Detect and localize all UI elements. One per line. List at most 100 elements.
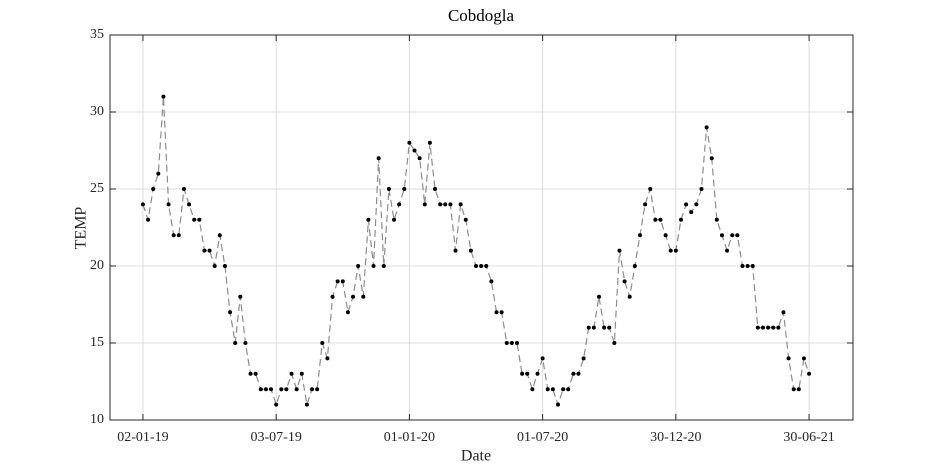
data-point bbox=[607, 325, 612, 330]
data-point bbox=[561, 387, 566, 392]
chart-title: Cobdogla bbox=[448, 6, 515, 25]
data-point bbox=[786, 356, 791, 361]
data-point bbox=[192, 217, 197, 222]
data-point bbox=[330, 294, 335, 299]
data-point bbox=[550, 387, 555, 392]
data-point bbox=[289, 371, 294, 376]
data-point bbox=[463, 217, 468, 222]
data-point bbox=[325, 356, 330, 361]
x-tick-label: 01-07-20 bbox=[517, 430, 568, 445]
data-point bbox=[238, 294, 243, 299]
data-point bbox=[678, 217, 683, 222]
data-point bbox=[801, 356, 806, 361]
data-point bbox=[381, 264, 386, 268]
data-point bbox=[402, 187, 407, 191]
data-point bbox=[530, 387, 535, 392]
data-point bbox=[796, 387, 801, 392]
data-point bbox=[233, 341, 238, 345]
data-point bbox=[515, 341, 520, 345]
data-point bbox=[755, 325, 760, 330]
data-point bbox=[166, 202, 171, 207]
data-point bbox=[484, 264, 489, 268]
data-point bbox=[335, 279, 340, 284]
y-tick-label: 15 bbox=[90, 335, 104, 350]
data-point bbox=[217, 233, 222, 238]
data-point bbox=[269, 387, 274, 392]
data-point bbox=[376, 156, 381, 161]
data-point bbox=[299, 371, 304, 376]
data-point bbox=[146, 217, 151, 222]
y-tick-label: 30 bbox=[90, 104, 104, 119]
data-point bbox=[535, 371, 540, 376]
data-point bbox=[566, 387, 571, 392]
x-axis-label: Date bbox=[461, 448, 491, 465]
data-point bbox=[156, 171, 161, 176]
data-point bbox=[197, 217, 202, 222]
plot-frame bbox=[109, 34, 854, 421]
data-point bbox=[807, 371, 812, 376]
data-point bbox=[315, 387, 320, 392]
y-axis-label: TEMP bbox=[73, 207, 90, 250]
data-point bbox=[776, 325, 781, 330]
data-point bbox=[228, 310, 233, 315]
data-point bbox=[540, 356, 545, 361]
data-point bbox=[222, 264, 227, 268]
data-point bbox=[545, 387, 550, 392]
data-point bbox=[407, 140, 412, 145]
data-point bbox=[427, 140, 432, 145]
data-point bbox=[202, 248, 207, 253]
data-point bbox=[760, 325, 765, 330]
data-point bbox=[648, 187, 653, 191]
data-point bbox=[417, 156, 422, 161]
data-point bbox=[181, 187, 186, 191]
data-point bbox=[653, 217, 658, 222]
data-point bbox=[448, 202, 453, 207]
data-point bbox=[520, 371, 525, 376]
data-point bbox=[361, 294, 366, 299]
data-point bbox=[397, 202, 402, 207]
data-point bbox=[433, 187, 438, 191]
data-point bbox=[740, 264, 745, 268]
data-point bbox=[494, 310, 499, 315]
data-point bbox=[151, 187, 156, 191]
data-point bbox=[392, 217, 397, 222]
data-point bbox=[351, 294, 356, 299]
data-point bbox=[555, 402, 560, 407]
data-point bbox=[714, 217, 719, 222]
y-tick-label: 25 bbox=[90, 181, 104, 196]
data-point bbox=[320, 341, 325, 345]
data-point bbox=[632, 264, 637, 268]
data-point bbox=[366, 217, 371, 222]
data-point bbox=[684, 202, 689, 207]
data-point bbox=[596, 294, 601, 299]
data-point bbox=[356, 264, 361, 268]
data-point bbox=[719, 233, 724, 238]
data-point bbox=[386, 187, 391, 191]
data-point bbox=[658, 217, 663, 222]
data-point bbox=[258, 387, 263, 392]
data-point bbox=[704, 125, 709, 130]
data-point bbox=[612, 341, 617, 345]
data-point bbox=[525, 371, 530, 376]
data-point bbox=[627, 294, 632, 299]
data-point bbox=[274, 402, 279, 407]
data-point bbox=[668, 248, 673, 253]
data-point bbox=[766, 325, 771, 330]
x-tick-label: 01-01-20 bbox=[384, 430, 435, 445]
data-point bbox=[294, 387, 299, 392]
data-point bbox=[730, 233, 735, 238]
data-point bbox=[310, 387, 315, 392]
data-point bbox=[750, 264, 755, 268]
data-point bbox=[176, 233, 181, 238]
data-point bbox=[581, 356, 586, 361]
data-point bbox=[371, 264, 376, 268]
data-point bbox=[745, 264, 750, 268]
data-point bbox=[504, 341, 509, 345]
data-point bbox=[443, 202, 448, 207]
data-point bbox=[689, 210, 694, 215]
data-point bbox=[453, 248, 458, 253]
data-point bbox=[571, 371, 576, 376]
data-point bbox=[479, 264, 484, 268]
